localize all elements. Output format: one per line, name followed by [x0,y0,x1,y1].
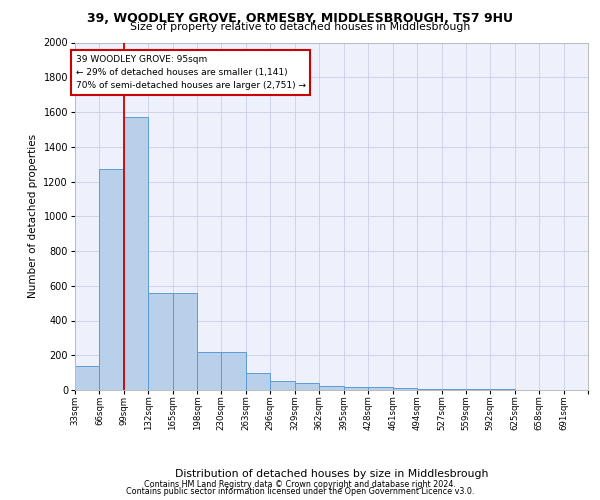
Bar [173,292,197,390]
Bar [319,386,344,390]
X-axis label: Distribution of detached houses by size in Middlesbrough: Distribution of detached houses by size … [175,470,488,480]
Bar [124,117,148,390]
Text: Contains public sector information licensed under the Open Government Licence v3: Contains public sector information licen… [126,487,474,496]
Bar [270,382,295,390]
Text: Contains HM Land Registry data © Crown copyright and database right 2024.: Contains HM Land Registry data © Crown c… [144,480,456,489]
Text: 39, WOODLEY GROVE, ORMESBY, MIDDLESBROUGH, TS7 9HU: 39, WOODLEY GROVE, ORMESBY, MIDDLESBROUG… [87,12,513,26]
Bar [393,388,417,390]
Bar [148,292,173,390]
Bar [417,388,442,390]
Bar [295,383,319,390]
Bar [100,170,124,390]
Bar [221,352,246,390]
Bar [197,352,222,390]
Text: Size of property relative to detached houses in Middlesbrough: Size of property relative to detached ho… [130,22,470,32]
Bar [368,388,393,390]
Bar [246,374,270,390]
Bar [75,366,100,390]
Text: 39 WOODLEY GROVE: 95sqm
← 29% of detached houses are smaller (1,141)
70% of semi: 39 WOODLEY GROVE: 95sqm ← 29% of detache… [76,54,306,90]
Y-axis label: Number of detached properties: Number of detached properties [28,134,38,298]
Bar [442,389,466,390]
Bar [344,387,368,390]
